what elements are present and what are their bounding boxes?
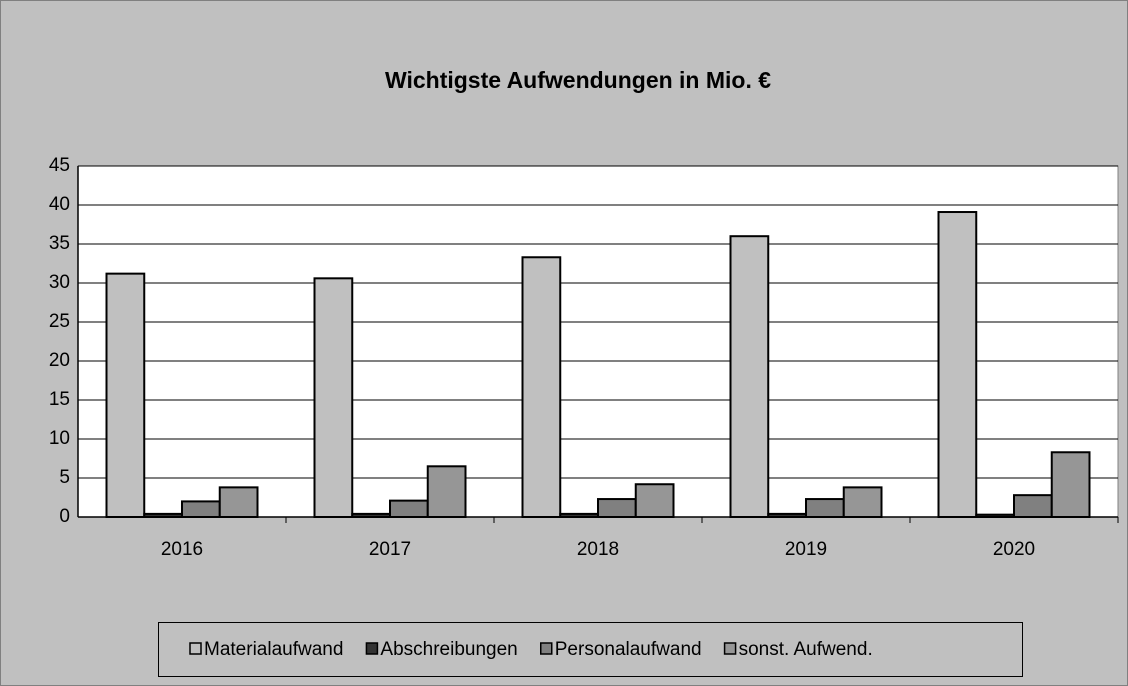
y-tick-label: 10 [49, 428, 70, 449]
bar [521, 256, 562, 518]
bar [975, 513, 1015, 518]
bar [634, 483, 675, 518]
bar [181, 500, 221, 518]
legend-swatch [723, 642, 737, 655]
legend-swatch [189, 642, 202, 655]
bar [105, 272, 146, 519]
x-tick-label: 2020 [993, 539, 1035, 560]
y-tick-label: 35 [49, 233, 70, 254]
x-tick-label: 2019 [785, 539, 827, 560]
bar [351, 512, 391, 519]
bar [426, 465, 467, 518]
legend-label: sonst. Aufwend. [739, 639, 873, 660]
x-tick-label: 2016 [161, 539, 203, 560]
y-tick-label: 5 [59, 467, 70, 488]
y-tick-label: 0 [59, 506, 70, 527]
bar [729, 235, 770, 518]
bar [218, 486, 259, 518]
chart-title: Wichtigste Aufwendungen in Mio. € [385, 67, 771, 93]
y-tick-label: 25 [49, 311, 70, 332]
legend-label: Personalaufwand [555, 639, 702, 660]
x-tick-label: 2017 [369, 539, 411, 560]
y-tick-label: 20 [49, 350, 70, 371]
legend-label: Materialaufwand [204, 639, 343, 660]
bar [1013, 494, 1053, 519]
bar [842, 486, 883, 518]
legend-swatch [540, 642, 553, 655]
bar [559, 512, 599, 519]
bar [805, 498, 845, 518]
y-tick-label: 30 [49, 272, 70, 293]
x-tick-label: 2018 [577, 539, 619, 560]
bar [937, 211, 978, 519]
bar [389, 499, 429, 518]
bar [143, 512, 183, 519]
y-tick-label: 15 [49, 389, 70, 410]
bar [1050, 451, 1091, 519]
legend-label: Abschreibungen [380, 639, 517, 660]
y-tick-label: 40 [49, 194, 70, 215]
bar [597, 498, 637, 518]
bar [767, 512, 807, 519]
bar [313, 277, 354, 518]
legend-box [158, 622, 1023, 677]
legend-swatch [365, 642, 379, 655]
y-tick-label: 45 [49, 155, 70, 176]
